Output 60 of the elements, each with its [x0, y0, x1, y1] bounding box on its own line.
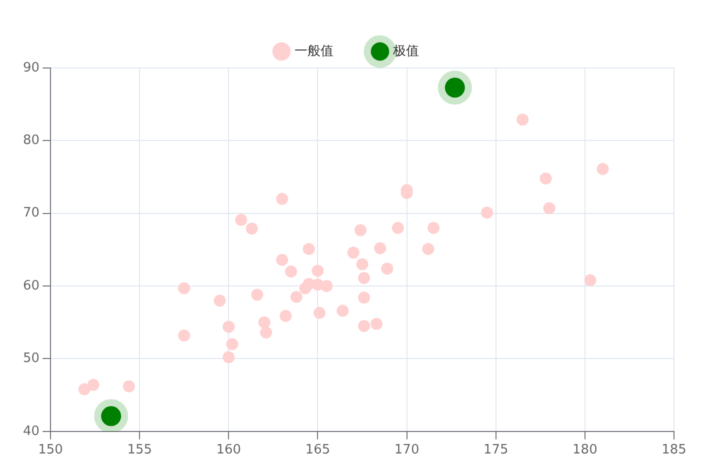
- point: [370, 318, 383, 330]
- point: [122, 380, 135, 392]
- point: [356, 258, 368, 270]
- point: [314, 306, 326, 319]
- point: [94, 399, 128, 432]
- x-tick-label: 180: [572, 442, 598, 458]
- point: [596, 163, 609, 176]
- point: [422, 242, 434, 255]
- point: [428, 222, 440, 234]
- point: [312, 264, 324, 277]
- point: [354, 224, 366, 236]
- point: [222, 320, 235, 333]
- y-tick-label: 80: [22, 133, 40, 148]
- x-tick-label: 185: [662, 442, 686, 458]
- point: [543, 202, 556, 214]
- point: [280, 310, 292, 322]
- point: [302, 242, 315, 255]
- point: [540, 172, 552, 184]
- point: [276, 254, 288, 266]
- point: [87, 378, 100, 391]
- point: [78, 383, 90, 396]
- x-tick-label: 150: [38, 442, 63, 458]
- point: [374, 242, 386, 254]
- point: [285, 266, 298, 278]
- y-tick-label: 60: [22, 278, 40, 294]
- x-tick-label: 175: [483, 442, 508, 458]
- point: [392, 222, 404, 234]
- point: [320, 280, 333, 292]
- point: [251, 288, 264, 301]
- point: [214, 294, 226, 307]
- legend-label: 一般值: [294, 44, 334, 59]
- point: [178, 282, 190, 294]
- point: [246, 222, 258, 235]
- point: [336, 304, 349, 317]
- point: [358, 292, 370, 304]
- point: [516, 114, 529, 126]
- point: [381, 262, 394, 275]
- point: [290, 290, 302, 303]
- x-tick-label: 155: [127, 442, 152, 458]
- y-tick-label: 50: [22, 351, 40, 366]
- y-tick-label: 90: [22, 60, 40, 76]
- point: [258, 316, 270, 328]
- point: [276, 192, 288, 205]
- x-tick-label: 160: [216, 442, 242, 458]
- point: [438, 70, 472, 105]
- point: [178, 329, 190, 342]
- x-tick-label: 170: [394, 442, 420, 458]
- point: [358, 272, 370, 284]
- point: [222, 351, 235, 364]
- point: [480, 206, 493, 219]
- point: [358, 320, 370, 332]
- point: [235, 214, 248, 226]
- point: [260, 326, 272, 339]
- point: [226, 338, 238, 350]
- x-tick-label: 165: [305, 442, 330, 458]
- y-tick-label: 40: [22, 424, 40, 439]
- point: [584, 274, 596, 286]
- legend-label: 极值: [392, 44, 419, 59]
- point: [347, 246, 360, 259]
- y-tick-label: 70: [22, 206, 40, 221]
